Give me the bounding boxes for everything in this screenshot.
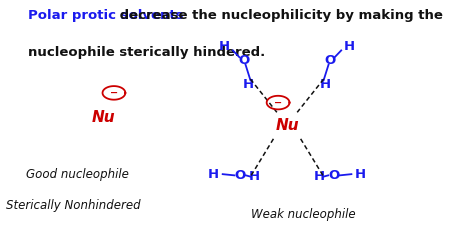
Text: Nu: Nu (275, 118, 299, 133)
Text: Sterically Nonhindered: Sterically Nonhindered (6, 199, 140, 212)
Text: H: H (243, 78, 254, 91)
Text: −: − (274, 98, 282, 108)
Text: H: H (249, 170, 260, 183)
Text: O: O (324, 54, 336, 67)
Text: Nu: Nu (91, 110, 115, 125)
Text: O: O (328, 169, 339, 182)
Text: O: O (238, 54, 250, 67)
Text: H: H (219, 40, 230, 53)
Text: Polar protic solvents: Polar protic solvents (28, 9, 184, 22)
Text: decrease the nucleophilicity by making the: decrease the nucleophilicity by making t… (115, 9, 443, 22)
Text: nucleophile sterically hindered.: nucleophile sterically hindered. (28, 46, 265, 59)
Text: H: H (208, 168, 219, 181)
Text: H: H (314, 170, 325, 183)
Text: O: O (235, 169, 246, 182)
Text: H: H (344, 40, 355, 53)
Text: H: H (355, 168, 366, 181)
Text: −: − (110, 88, 118, 98)
Text: Weak nucleophile: Weak nucleophile (251, 208, 356, 221)
Text: Good nucleophile: Good nucleophile (26, 168, 129, 181)
Text: H: H (320, 78, 331, 91)
